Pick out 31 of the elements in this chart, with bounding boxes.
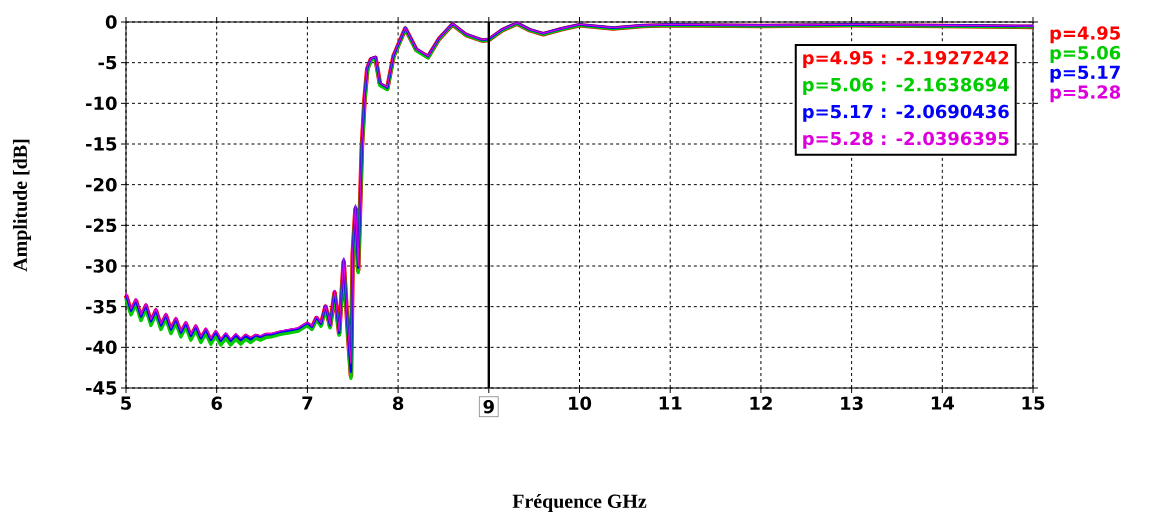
x-tick-label: 14 xyxy=(931,396,954,410)
series-label: p=5.06 xyxy=(1050,45,1121,63)
x-axis-title: Fréquence GHz xyxy=(512,493,647,513)
series-label: p=4.95 xyxy=(1050,26,1120,44)
text: p=5.17 xyxy=(1050,65,1120,83)
annotation: p=5.17 : -2.0690436 xyxy=(803,104,1009,122)
y-tick-label: -15 xyxy=(86,137,117,151)
y-tick-label: -10 xyxy=(86,96,117,111)
y-tick-label: -40 xyxy=(86,340,117,355)
x-tick-label: 8 xyxy=(392,396,404,411)
y-tick-label: -20 xyxy=(86,177,117,192)
y-tick-label: 0 xyxy=(105,15,117,29)
x-tick-label: 6 xyxy=(211,396,222,411)
x-tick-label: 9 xyxy=(483,399,494,414)
x-tick-label: 11 xyxy=(659,396,682,410)
x-tick-label: 12 xyxy=(750,396,772,410)
x-tick-label: 5 xyxy=(121,396,131,410)
y-tick-label: -30 xyxy=(86,259,117,273)
x-tick-label: 13 xyxy=(841,396,863,411)
x-tick-label: 15 xyxy=(1022,396,1045,410)
annotation: p=4.95 : -2.1927242 xyxy=(803,50,1009,68)
x-tick-label: 10 xyxy=(569,396,592,411)
x-tick-label: 7 xyxy=(302,396,313,410)
annotation: p=5.28 : -2.0396395 xyxy=(803,131,1009,149)
y-tick-label: -25 xyxy=(86,218,117,233)
y-tick-label: -35 xyxy=(86,299,117,314)
y-axis-title: Amplitude [dB] xyxy=(12,139,32,272)
text: p=5.28 xyxy=(1050,85,1121,103)
y-tick-label: -5 xyxy=(98,56,117,70)
annotation: p=5.06 : -2.1638694 xyxy=(803,77,1009,95)
y-tick-label: -45 xyxy=(86,381,117,395)
